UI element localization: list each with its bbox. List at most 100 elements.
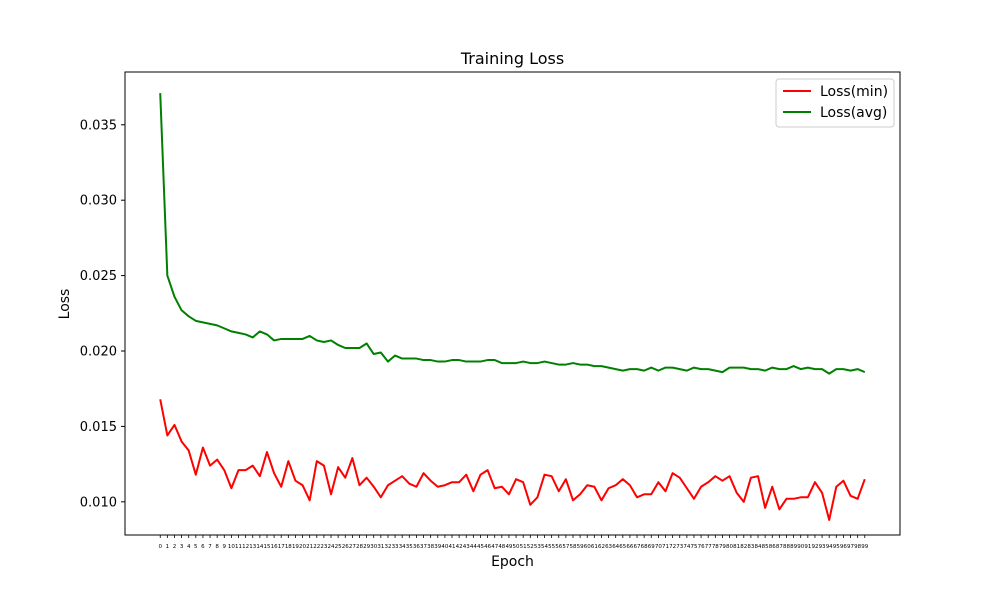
x-tick-label: 19 (292, 544, 299, 550)
series-layer (159, 93, 866, 521)
y-tick-label: 0.035 (80, 118, 117, 133)
x-tick-label: 58 (569, 544, 576, 550)
x-tick-label: 27 (349, 544, 356, 550)
x-tick-label: 45 (477, 544, 484, 550)
x-axis-ticks: 0 1 2 3 4 5 6 7 8 9 10 11 12 13 14 15 16 17 18 19 20 21 22 23 24… (158, 535, 869, 550)
x-tick-label: 32 (384, 544, 391, 550)
x-tick-label: 47 (491, 544, 498, 550)
plot-area (125, 72, 900, 535)
x-tick-label: 88 (783, 544, 790, 550)
x-tick-label: 37 (420, 544, 427, 550)
x-tick-label: 35 (406, 544, 413, 550)
x-tick-label: 14 (256, 544, 263, 550)
x-tick-label: 2 (173, 544, 177, 550)
legend: Loss(min) Loss(avg) (775, 78, 895, 128)
x-tick-label: 16 (271, 544, 278, 550)
x-tick-label: 71 (662, 544, 669, 550)
x-tick-label: 44 (470, 544, 477, 550)
y-tick-label: 0.010 (80, 495, 117, 510)
x-tick-label: 69 (648, 544, 655, 550)
x-tick-label: 81 (733, 544, 740, 550)
chart-title: Training Loss (460, 49, 564, 68)
x-tick-label: 57 (562, 544, 569, 550)
x-tick-label: 3 (180, 544, 184, 550)
x-tick-label: 55 (548, 544, 555, 550)
x-tick-label: 52 (527, 544, 534, 550)
x-tick-label: 12 (242, 544, 249, 550)
x-tick-label: 98 (854, 544, 861, 550)
x-tick-label: 0 (158, 544, 162, 550)
x-tick-label: 67 (634, 544, 641, 550)
x-tick-label: 38 (427, 544, 434, 550)
x-tick-label: 92 (811, 544, 818, 550)
x-tick-label: 93 (819, 544, 826, 550)
x-tick-label: 84 (755, 544, 762, 550)
x-tick-label: 23 (320, 544, 327, 550)
x-tick-label: 18 (285, 544, 292, 550)
x-tick-label: 94 (826, 544, 833, 550)
x-tick-label: 46 (484, 544, 491, 550)
x-tick-label: 25 (335, 544, 342, 550)
x-tick-label: 75 (690, 544, 697, 550)
x-tick-label: 15 (263, 544, 270, 550)
x-tick-label: 21 (306, 544, 313, 550)
x-tick-label: 8 (215, 544, 219, 550)
x-tick-label: 85 (762, 544, 769, 550)
x-tick-label: 60 (584, 544, 591, 550)
x-tick-label: 82 (740, 544, 747, 550)
x-tick-label: 91 (804, 544, 811, 550)
x-tick-label: 36 (413, 544, 420, 550)
x-tick-label: 77 (705, 544, 712, 550)
x-tick-label: 61 (591, 544, 598, 550)
x-tick-label: 89 (790, 544, 797, 550)
y-tick-label: 0.020 (80, 345, 117, 360)
x-tick-label: 39 (434, 544, 441, 550)
x-tick-label: 80 (726, 544, 733, 550)
x-tick-label: 40 (441, 544, 448, 550)
x-tick-label: 54 (541, 544, 548, 550)
x-tick-label: 17 (278, 544, 285, 550)
x-tick-label: 59 (577, 544, 584, 550)
x-tick-label: 64 (612, 544, 619, 550)
x-tick-label: 1 (166, 544, 170, 550)
x-tick-label: 50 (513, 544, 520, 550)
x-tick-label: 87 (776, 544, 783, 550)
x-tick-label: 99 (861, 544, 868, 550)
x-tick-label: 65 (619, 544, 626, 550)
x-tick-label: 34 (399, 544, 406, 550)
series-line-loss-avg (159, 93, 866, 375)
x-tick-label: 48 (498, 544, 505, 550)
x-tick-label: 28 (356, 544, 363, 550)
x-tick-label: 10 (228, 544, 235, 550)
x-tick-label: 78 (712, 544, 719, 550)
x-tick-label: 63 (605, 544, 612, 550)
y-tick-label: 0.030 (80, 194, 117, 209)
x-tick-label: 33 (392, 544, 399, 550)
x-tick-label: 31 (377, 544, 384, 550)
x-tick-label: 97 (847, 544, 854, 550)
y-axis-ticks: 0.010 0.015 0.020 0.025 0.030 0.035 (80, 118, 125, 510)
x-tick-label: 76 (698, 544, 705, 550)
x-tick-label: 51 (520, 544, 527, 550)
x-tick-label: 74 (683, 544, 690, 550)
x-tick-label: 56 (555, 544, 562, 550)
x-tick-label: 24 (328, 544, 335, 550)
x-tick-label: 42 (456, 544, 463, 550)
x-tick-label: 73 (676, 544, 683, 550)
x-tick-label: 13 (249, 544, 256, 550)
x-tick-label: 22 (313, 544, 320, 550)
x-tick-label: 66 (626, 544, 633, 550)
series-line-loss-min (159, 399, 866, 521)
x-tick-label: 41 (449, 544, 456, 550)
x-tick-label: 29 (363, 544, 370, 550)
x-tick-label: 9 (223, 544, 227, 550)
x-tick-label: 26 (342, 544, 349, 550)
x-tick-label: 53 (534, 544, 541, 550)
x-axis-label: Epoch (491, 554, 534, 570)
x-tick-label: 86 (769, 544, 776, 550)
x-tick-label: 20 (299, 544, 306, 550)
x-tick-label: 5 (194, 544, 198, 550)
x-tick-label: 11 (235, 544, 242, 550)
legend-label-loss-min: Loss(min) (820, 84, 888, 100)
